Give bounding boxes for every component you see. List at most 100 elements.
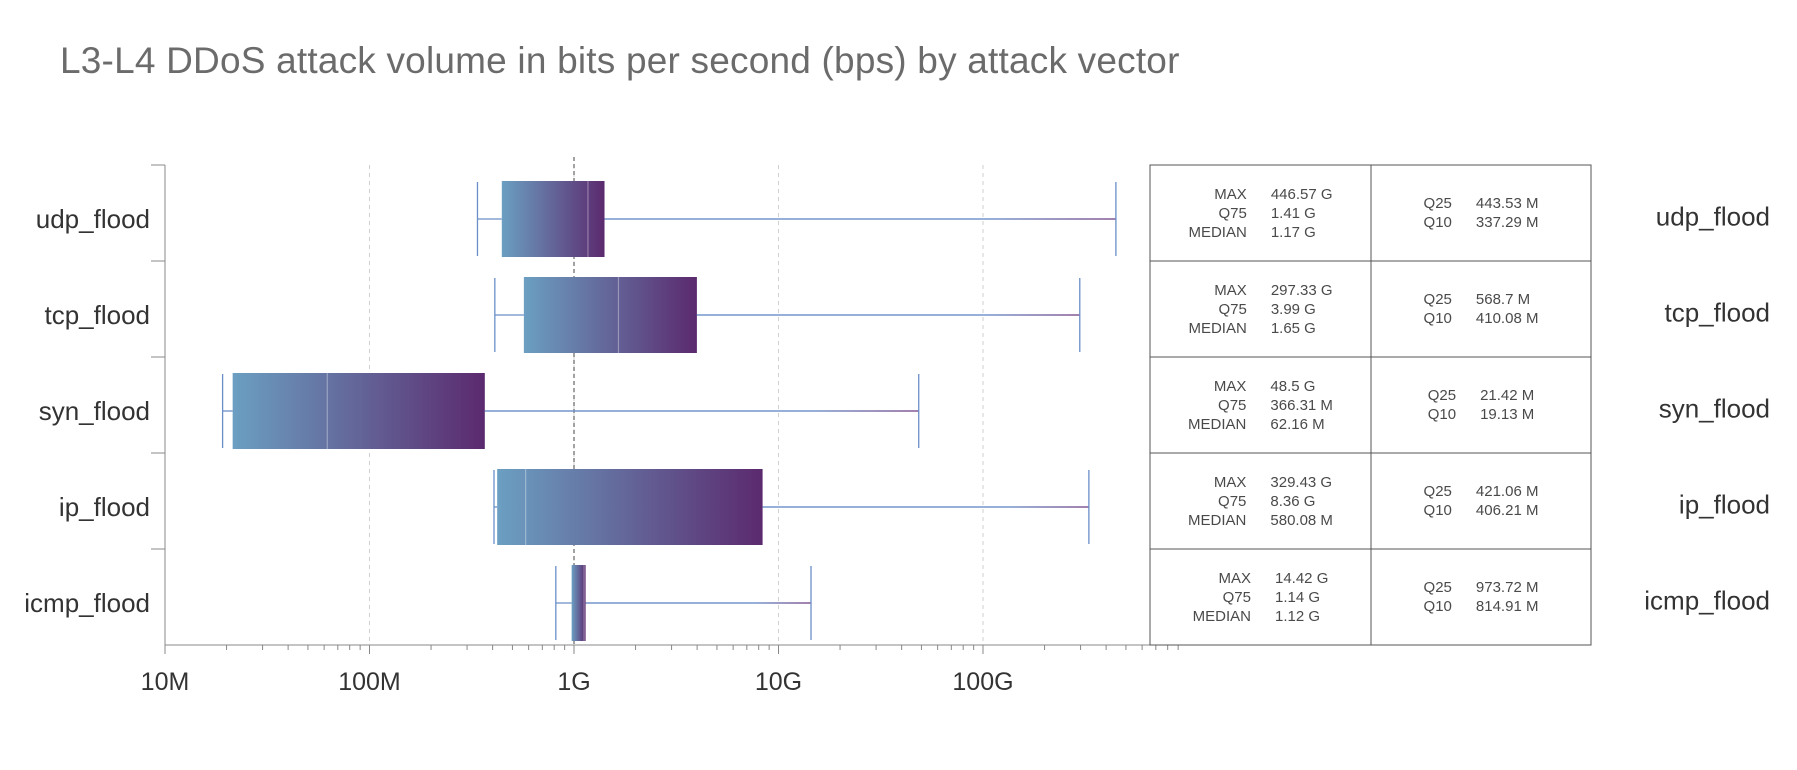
axes: 10M 100M 1G 10G 100G udp_flood tcp_flood syn_fl…: [24, 164, 1480, 696]
stats-cell-right: Q25 21.42 M Q10 19.13 M: [1371, 357, 1591, 453]
stat-value: 1.14 G: [1274, 588, 1321, 606]
whisker-high: [696, 314, 1080, 316]
stat-value: 366.31 M: [1270, 396, 1333, 414]
stats-cell-left: MAX 14.42 G Q75 1.14 G MEDIAN 1.12 G: [1150, 549, 1371, 645]
stat-key: MAX: [1213, 377, 1247, 395]
iqr-box: [523, 277, 697, 353]
stat-value: 1.17 G: [1270, 223, 1316, 241]
stat-key: MEDIAN: [1192, 607, 1251, 625]
stat-key: MAX: [1218, 569, 1251, 587]
right-category-label: tcp_flood: [1664, 297, 1770, 328]
chart-title: L3-L4 DDoS attack volume in bits per sec…: [60, 40, 1180, 81]
stats-list: MAX 329.43 G Q75 8.36 G MEDIAN 580.08 M: [1188, 474, 1333, 529]
stat-key: Q10: [1423, 310, 1452, 327]
stat-value: 580.08 M: [1270, 511, 1333, 529]
stats-list: Q25 443.53 M Q10 337.29 M: [1424, 195, 1539, 231]
category-label: udp_flood: [36, 204, 150, 234]
stat-value: 410.08 M: [1475, 310, 1539, 327]
stat-key: MEDIAN: [1188, 319, 1247, 337]
stats-table-grid: [1149, 164, 1592, 646]
stat-value: 8.36 G: [1270, 492, 1316, 510]
stat-value: 973.72 M: [1475, 579, 1539, 596]
whisker-high: [484, 410, 919, 412]
stat-key: MAX: [1213, 473, 1247, 491]
stat-value: 62.16 M: [1270, 415, 1325, 433]
right-category-label: syn_flood: [1658, 393, 1770, 424]
stat-value: 1.65 G: [1270, 319, 1316, 337]
stat-value: 19.13 M: [1480, 406, 1535, 423]
stats-list: Q25 421.06 M Q10 406.21 M: [1424, 483, 1539, 519]
stat-value: 1.12 G: [1274, 607, 1321, 625]
stat-key: MEDIAN: [1188, 223, 1247, 241]
stat-key: Q25: [1423, 579, 1452, 596]
stats-list: MAX 446.57 G Q75 1.41 G MEDIAN 1.17 G: [1188, 186, 1332, 241]
stat-value: 337.29 M: [1475, 214, 1539, 231]
right-category-label: udp_flood: [1655, 201, 1770, 232]
iqr-box: [497, 469, 763, 545]
stats-list: Q25 973.72 M Q10 814.91 M: [1424, 579, 1539, 615]
stat-value: 21.42 M: [1480, 387, 1535, 404]
stat-key: MAX: [1214, 185, 1247, 203]
stat-value: 48.5 G: [1270, 377, 1316, 395]
stat-value: 443.53 M: [1475, 195, 1539, 212]
stats-cell-right: Q25 568.7 M Q10 410.08 M: [1371, 261, 1591, 357]
stat-key: Q75: [1218, 492, 1247, 510]
whisker-high: [762, 506, 1089, 508]
stat-key: Q25: [1423, 483, 1452, 500]
category-label: ip_flood: [59, 492, 150, 522]
stats-cell-right: Q25 421.06 M Q10 406.21 M: [1371, 453, 1591, 549]
stat-key: Q75: [1218, 204, 1247, 222]
x-tick-label: 100G: [952, 668, 1013, 696]
iqr-box: [501, 181, 605, 257]
x-tick-label: 1G: [557, 668, 590, 696]
category-label: syn_flood: [39, 396, 150, 426]
iqr-box: [571, 565, 586, 641]
stats-list: MAX 48.5 G Q75 366.31 M MEDIAN 62.16 M: [1188, 378, 1333, 433]
stat-key: Q10: [1423, 214, 1452, 231]
stat-key: Q25: [1423, 195, 1452, 212]
stat-value: 568.7 M: [1475, 291, 1531, 308]
stats-cell-left: MAX 297.33 G Q75 3.99 G MEDIAN 1.65 G: [1150, 261, 1371, 357]
category-label: tcp_flood: [44, 300, 150, 330]
category-label: icmp_flood: [24, 588, 150, 618]
stats-list: MAX 297.33 G Q75 3.99 G MEDIAN 1.65 G: [1188, 282, 1332, 337]
stat-value: 406.21 M: [1475, 502, 1539, 519]
stats-cell-left: MAX 329.43 G Q75 8.36 G MEDIAN 580.08 M: [1150, 453, 1371, 549]
stats-cell-right: Q25 443.53 M Q10 337.29 M: [1371, 165, 1591, 261]
stat-value: 14.42 G: [1274, 569, 1329, 587]
stat-key: Q25: [1423, 291, 1452, 308]
stat-key: Q10: [1423, 502, 1452, 519]
stat-key: Q10: [1423, 598, 1452, 615]
stats-cell-right: Q25 973.72 M Q10 814.91 M: [1371, 549, 1591, 645]
stats-list: MAX 14.42 G Q75 1.14 G MEDIAN 1.12 G: [1193, 570, 1329, 625]
stat-key: MEDIAN: [1188, 511, 1247, 529]
stat-key: Q10: [1427, 406, 1457, 423]
right-category-label: icmp_flood: [1644, 585, 1770, 616]
stat-key: Q25: [1427, 387, 1457, 404]
x-tick-label: 10G: [755, 668, 802, 696]
whisker-high: [585, 602, 812, 604]
x-tick-label: 10M: [141, 668, 190, 696]
x-tick-label: 100M: [338, 668, 401, 696]
whisker-high: [604, 218, 1116, 220]
stat-value: 446.57 G: [1270, 185, 1333, 203]
stats-list: Q25 568.7 M Q10 410.08 M: [1424, 291, 1539, 327]
stat-value: 3.99 G: [1270, 300, 1316, 318]
stat-key: Q75: [1222, 588, 1251, 606]
stats-cell-left: MAX 446.57 G Q75 1.41 G MEDIAN 1.17 G: [1150, 165, 1371, 261]
right-category-label: ip_flood: [1678, 489, 1770, 520]
stat-key: MAX: [1214, 281, 1247, 299]
stat-key: Q75: [1218, 396, 1247, 414]
stat-key: MEDIAN: [1188, 415, 1247, 433]
stats-list: Q25 21.42 M Q10 19.13 M: [1428, 387, 1535, 423]
stat-value: 329.43 G: [1270, 473, 1333, 491]
iqr-box: [232, 373, 485, 449]
stat-value: 814.91 M: [1475, 598, 1539, 615]
boxes: [221, 181, 1117, 641]
stat-value: 1.41 G: [1270, 204, 1316, 222]
stats-cell-left: MAX 48.5 G Q75 366.31 M MEDIAN 62.16 M: [1150, 357, 1371, 453]
stat-value: 297.33 G: [1270, 281, 1333, 299]
stat-value: 421.06 M: [1475, 483, 1539, 500]
stat-key: Q75: [1218, 300, 1247, 318]
